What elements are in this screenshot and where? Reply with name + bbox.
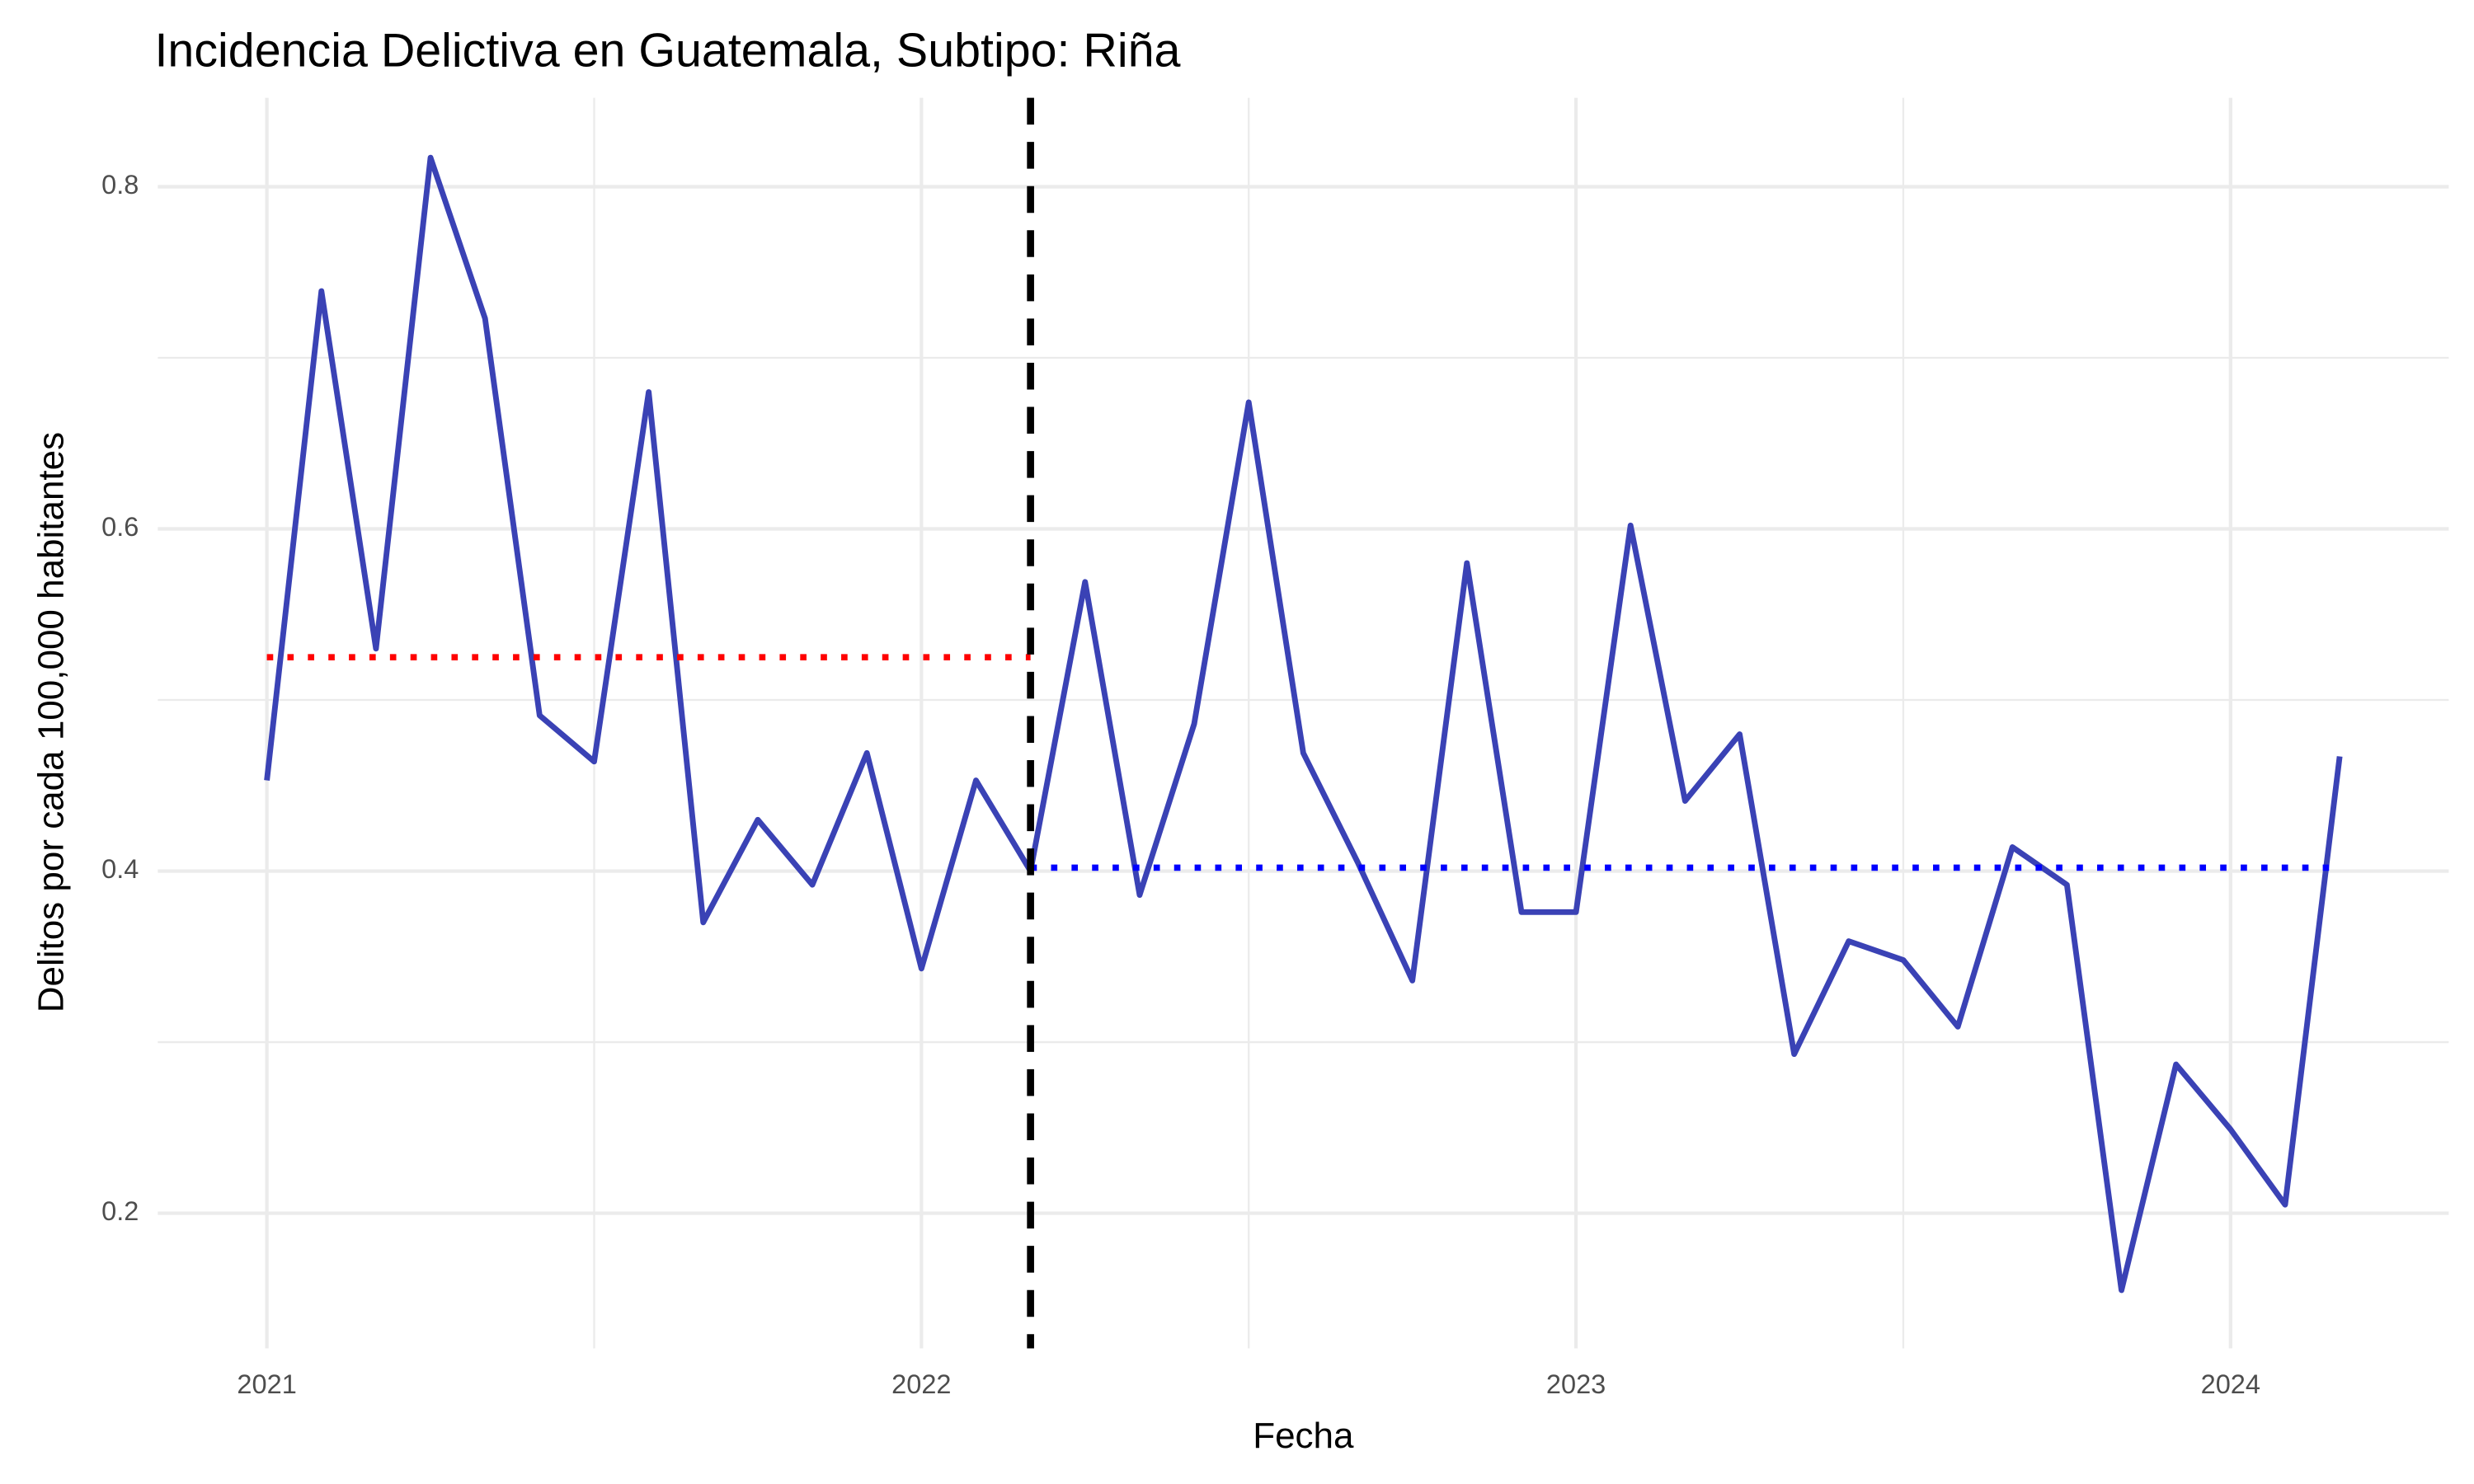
y-tick-label: 0.8 (101, 170, 139, 200)
y-tick-label: 0.6 (101, 512, 139, 542)
x-tick-label: 2021 (237, 1369, 296, 1399)
y-axis-title: Delitos por cada 100,000 habitantes (31, 432, 72, 1012)
x-tick-label: 2023 (1546, 1369, 1606, 1399)
y-tick-label: 0.4 (101, 854, 139, 884)
x-tick-label: 2022 (891, 1369, 951, 1399)
data-line (264, 154, 2343, 1294)
chart-title: Incidencia Delictiva en Guatemala, Subti… (155, 24, 1181, 77)
x-tick-label: 2024 (2201, 1369, 2260, 1399)
x-axis-title: Fecha (1253, 1416, 1354, 1456)
y-tick-label: 0.2 (101, 1196, 139, 1226)
